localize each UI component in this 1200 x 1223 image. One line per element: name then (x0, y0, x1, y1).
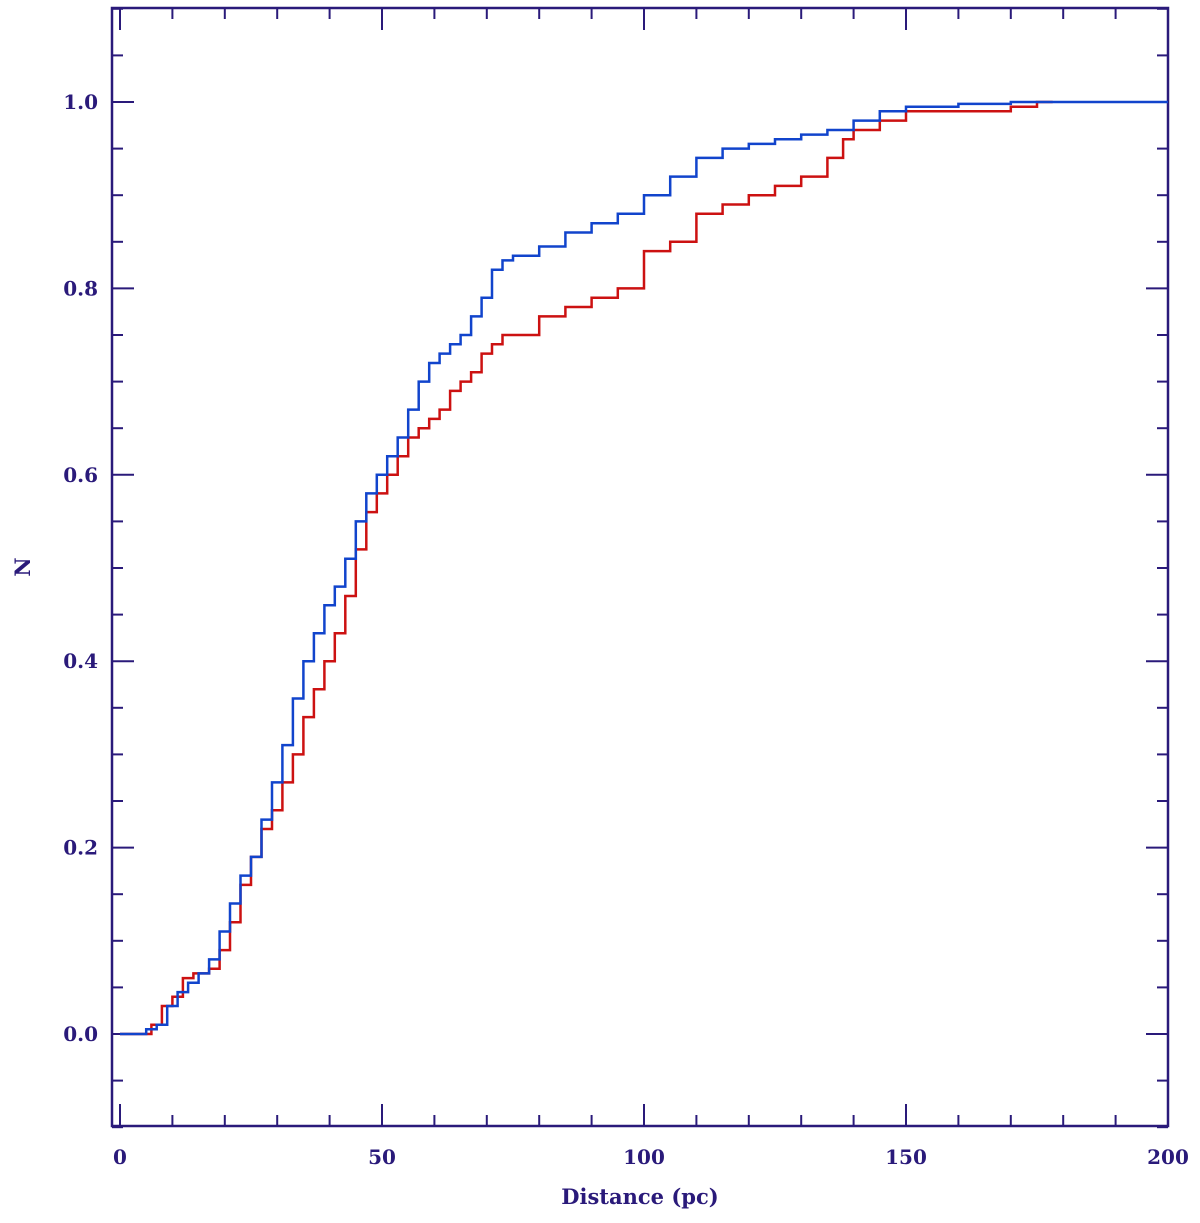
x-tick-label: 200 (1147, 1145, 1189, 1169)
y-tick-label: 1.0 (63, 90, 98, 114)
series-line-blue (120, 100, 1168, 1036)
x-axis-label: Distance (pc) (561, 1184, 718, 1209)
y-tick-label: 0.8 (63, 276, 98, 300)
y-tick-label: 0.2 (63, 836, 98, 860)
tick-labels: 0 50 100 150 200 0.0 0.2 0.4 0.6 0.8 1.0 (63, 90, 1189, 1169)
y-tick-label: 0.0 (63, 1022, 98, 1046)
x-tick-label: 0 (113, 1145, 127, 1169)
x-tick-label: 100 (623, 1145, 665, 1169)
series-line-red (120, 100, 1053, 1036)
y-axis-label: N (10, 557, 35, 576)
x-tick-label: 150 (885, 1145, 927, 1169)
y-tick-label: 0.6 (63, 463, 98, 487)
y-tick-label: 0.4 (63, 649, 98, 673)
axis-ticks (112, 7, 1169, 1129)
x-tick-label: 50 (368, 1145, 396, 1169)
series-lines (120, 100, 1168, 1036)
plot-frame (110, 6, 1170, 1128)
